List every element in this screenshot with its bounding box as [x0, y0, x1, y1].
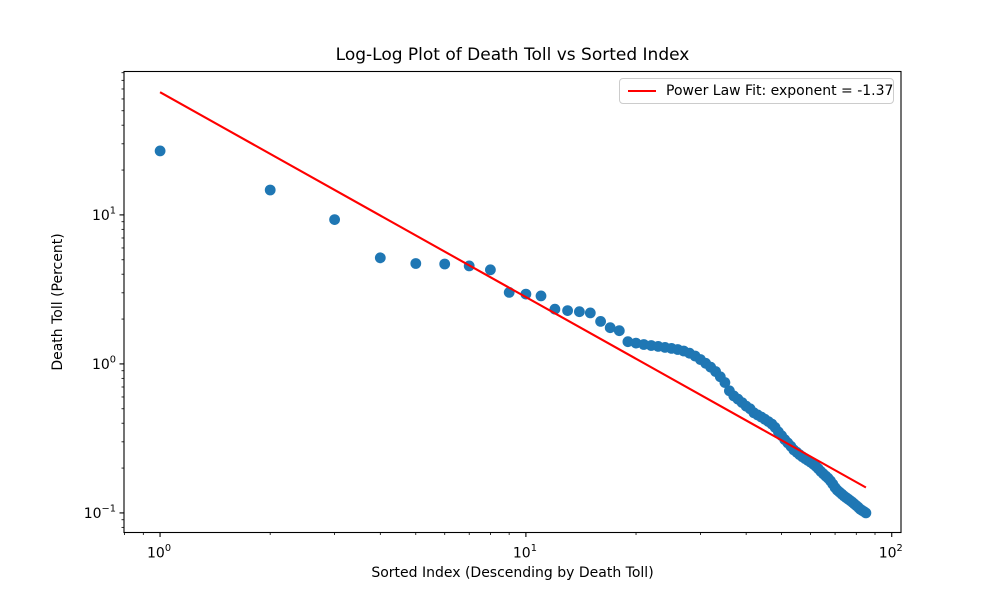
scatter-point [574, 306, 585, 318]
scatter-point [613, 325, 625, 337]
scatter-point [562, 305, 573, 316]
x-axis-tick-label: 100 [147, 543, 171, 562]
scatter-point [622, 336, 634, 348]
legend: Power Law Fit: exponent = -1.37 [619, 78, 894, 104]
y-axis-tick-label: 10−1 [84, 503, 116, 522]
x-axis-tick-label: 101 [513, 543, 537, 562]
scatter-point [520, 288, 532, 300]
plot-border [123, 70, 902, 534]
legend-label: Power Law Fit: exponent = -1.37 [666, 83, 894, 99]
scatter-point [439, 258, 451, 270]
scatter-point [595, 316, 606, 327]
legend-line-sample-icon [628, 90, 656, 92]
scatter-point [264, 184, 276, 196]
scatter-point [154, 145, 166, 157]
scatter-point [535, 290, 547, 302]
scatter-point [374, 252, 386, 264]
scatter-point [719, 377, 731, 388]
scatter-point [860, 507, 872, 519]
scatter-series [154, 145, 872, 519]
scatter-point [410, 258, 422, 269]
scatter-point [584, 307, 596, 319]
y-axis-tick-label: 100 [92, 354, 116, 373]
chart-title: Log-Log Plot of Death Toll vs Sorted Ind… [335, 45, 690, 65]
scatter-point [329, 214, 340, 226]
x-axis-label: Sorted Index (Descending by Death Toll) [371, 565, 654, 581]
scatter-point [604, 322, 616, 334]
scatter-point [485, 264, 496, 276]
y-axis-label: Death Toll (Percent) [50, 233, 66, 371]
x-axis-tick-label: 102 [879, 543, 903, 562]
y-axis-tick-label: 101 [92, 205, 116, 224]
fit-line [159, 91, 867, 489]
